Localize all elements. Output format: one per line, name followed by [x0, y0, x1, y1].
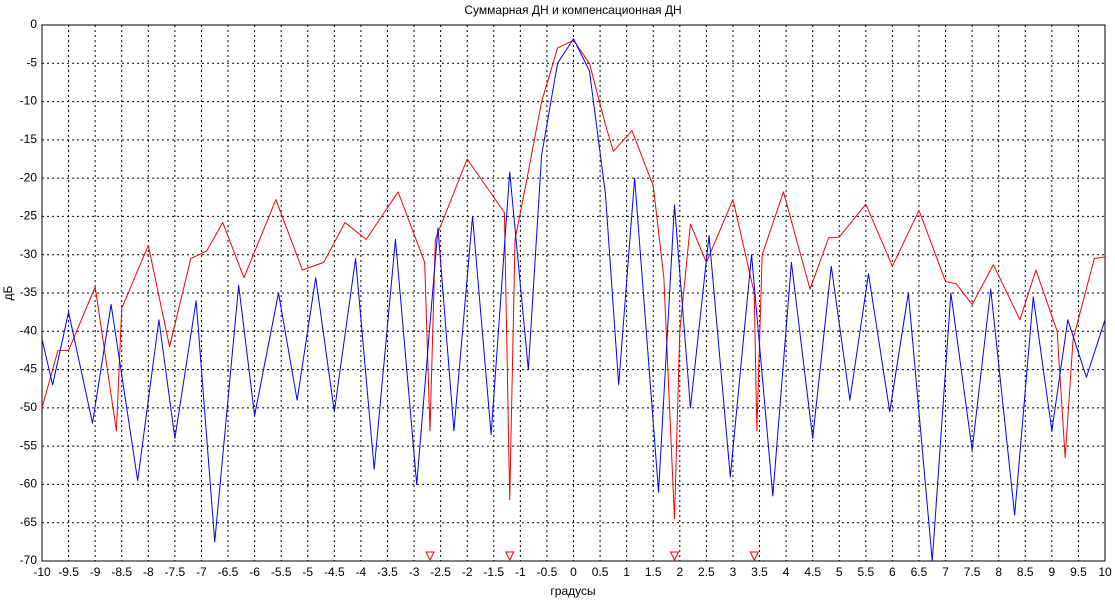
x-tick-label: 3: [730, 565, 737, 579]
x-tick-label: 2: [676, 565, 683, 579]
x-tick-label: 9.5: [1070, 565, 1087, 579]
y-tick-label: -40: [20, 323, 38, 337]
y-tick-label: -5: [26, 55, 37, 69]
x-tick-label: -0.5: [537, 565, 558, 579]
x-tick-label: -5.5: [271, 565, 292, 579]
x-tick-label: -3: [409, 565, 420, 579]
line-series: [41, 39, 1106, 520]
x-tick-label: -2: [462, 565, 473, 579]
x-tick-label: 1: [623, 565, 630, 579]
x-tick-label: -7.5: [165, 565, 186, 579]
y-tick-label: -65: [20, 515, 38, 529]
marker: [749, 551, 760, 562]
y-tick-label: -15: [20, 132, 38, 146]
x-tick-label: -4.5: [324, 565, 345, 579]
x-tick-label: 0: [570, 565, 577, 579]
x-tick-label: -7: [196, 565, 207, 579]
x-tick-label: 8.5: [1017, 565, 1034, 579]
y-tick-label: 0: [30, 17, 37, 31]
y-tick-label: -50: [20, 400, 38, 414]
x-tick-label: 2.5: [698, 565, 715, 579]
marker: [425, 551, 435, 562]
x-tick-label: -2.5: [430, 565, 451, 579]
y-tick-label: -25: [20, 209, 38, 223]
x-tick-label: 5.5: [857, 565, 874, 579]
x-tick-label: 5: [836, 565, 843, 579]
x-tick-label: -9: [90, 565, 101, 579]
y-tick-label: -55: [20, 438, 38, 452]
plot-frame: [41, 24, 1106, 562]
x-tick-label: 6.5: [911, 565, 928, 579]
x-tick-label: -10: [33, 565, 51, 579]
y-axis-label: дБ: [1, 285, 15, 300]
x-tick-label: 7: [942, 565, 949, 579]
y-tick-label: -45: [20, 362, 38, 376]
y-tick-label: -10: [20, 94, 38, 108]
y-tick-label: -60: [20, 477, 38, 491]
x-tick-label: -1.5: [483, 565, 504, 579]
x-tick-label: 6: [889, 565, 896, 579]
y-tick-label: -35: [20, 285, 38, 299]
y-tick-label: -20: [20, 170, 38, 184]
x-tick-label: 0.5: [592, 565, 609, 579]
x-tick-label: -8.5: [111, 565, 132, 579]
line-series: [41, 38, 1106, 562]
x-tick-label: -8: [143, 565, 154, 579]
x-tick-label: 3.5: [751, 565, 768, 579]
x-tick-label: -9.5: [58, 565, 79, 579]
x-tick-label: 1.5: [645, 565, 662, 579]
x-tick-label: 8: [995, 565, 1002, 579]
y-tick-label: -70: [20, 553, 38, 567]
x-tick-label: 7.5: [964, 565, 981, 579]
x-tick-label: -1: [515, 565, 526, 579]
x-tick-label: -5: [302, 565, 313, 579]
x-tick-label: -3.5: [377, 565, 398, 579]
y-tick-label: -30: [20, 247, 38, 261]
x-tick-label: 4.5: [804, 565, 821, 579]
chart-title: Суммарная ДН и компенсационная ДН: [464, 3, 681, 17]
x-tick-label: -4: [356, 565, 367, 579]
x-tick-label: 4: [783, 565, 790, 579]
marker: [504, 551, 515, 562]
x-tick-label: 10: [1098, 565, 1112, 579]
x-tick-label: -6: [249, 565, 260, 579]
x-axis-label: градусы: [550, 584, 595, 598]
x-tick-label: 9: [1049, 565, 1056, 579]
marker: [669, 551, 680, 562]
x-tick-label: -6.5: [218, 565, 239, 579]
